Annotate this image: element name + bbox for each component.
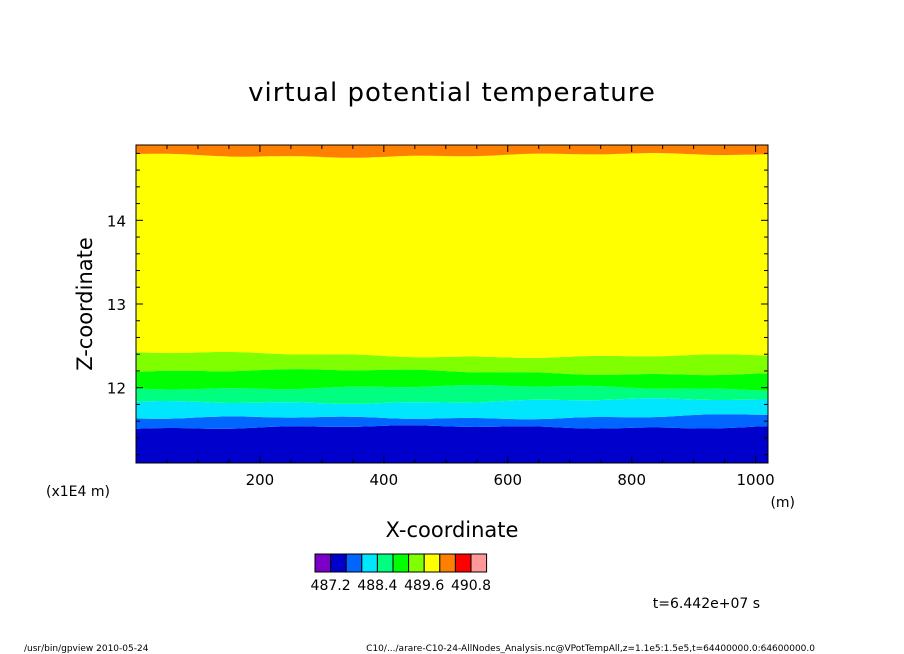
contour-band: [136, 369, 768, 391]
colorbar-label: 490.8: [451, 578, 491, 594]
colorbar-cell: [330, 553, 347, 573]
y-tick-label: 12: [107, 380, 126, 398]
colorbar-cell: [423, 553, 441, 573]
x-axis-label: X-coordinate: [386, 518, 519, 542]
contour-band: [136, 425, 768, 463]
footer-left: /usr/bin/gpview 2010-05-24: [24, 644, 149, 654]
contour-band: [136, 414, 768, 429]
x-axis-ticks: 200 400 600 800 1000: [166, 145, 775, 489]
contour-band: [136, 351, 768, 376]
footer-right: C10/.../arare-C10-24-AllNodes_Analysis.n…: [366, 644, 815, 654]
colorbar-cell: [361, 553, 378, 573]
x-tick-label: 200: [246, 471, 275, 489]
y-axis-label: Z-coordinate: [73, 237, 97, 371]
chart-title: virtual potential temperature: [248, 78, 656, 108]
contour-band: [136, 153, 768, 358]
time-label: t=6.442e+07 s: [653, 596, 760, 612]
colorbar-cell: [345, 553, 363, 573]
contour-band: [136, 398, 768, 420]
x-tick-label: 600: [493, 471, 522, 489]
contour-band: [136, 145, 768, 158]
colorbar-cell: [454, 553, 472, 573]
colorbar: 487.2 488.4 489.6 490.8: [311, 553, 491, 594]
y-axis-ticks: 12 13 14: [107, 152, 768, 456]
colorbar-cell: [376, 553, 394, 573]
colorbar-cell: [470, 553, 488, 573]
colorbar-cell: [408, 553, 425, 573]
x-axis-unit: (m): [770, 495, 795, 511]
colorbar-label: 488.4: [357, 578, 397, 594]
x-tick-label: 400: [370, 471, 399, 489]
contour-band: [136, 385, 768, 404]
y-tick-label: 13: [107, 296, 126, 314]
y-axis-unit: (x1E4 m): [46, 484, 110, 500]
colorbar-cell: [314, 553, 332, 573]
y-tick-label: 14: [107, 212, 126, 230]
x-tick-label: 800: [617, 471, 646, 489]
colorbar-label: 487.2: [311, 578, 351, 594]
colorbar-cell: [392, 553, 410, 573]
x-tick-label: 1000: [737, 471, 775, 489]
colorbar-label: 489.6: [404, 578, 444, 594]
colorbar-cell: [439, 553, 456, 573]
contour-field: [136, 145, 768, 463]
